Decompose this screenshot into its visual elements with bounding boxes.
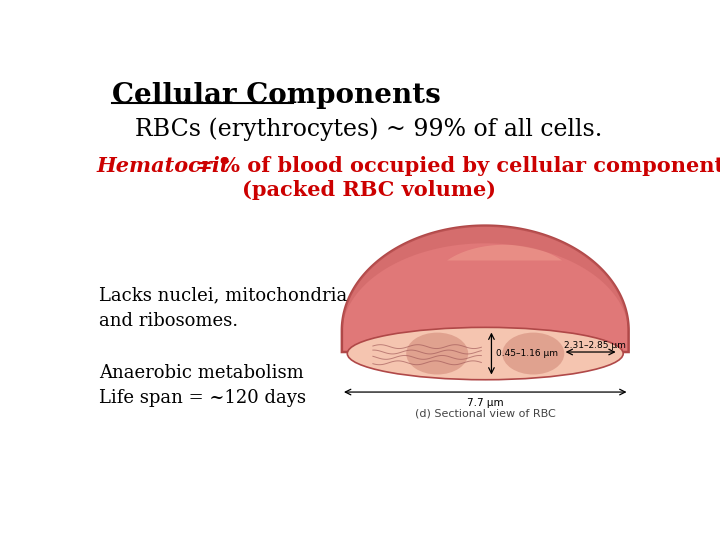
Text: 7.7 μm: 7.7 μm bbox=[467, 398, 503, 408]
Text: 0.45–1.16 μm: 0.45–1.16 μm bbox=[496, 349, 558, 358]
Polygon shape bbox=[447, 245, 562, 260]
Polygon shape bbox=[342, 226, 629, 352]
Text: Cellular Components: Cellular Components bbox=[112, 82, 441, 109]
Text: (packed RBC volume): (packed RBC volume) bbox=[242, 180, 496, 200]
Text: RBCs (erythrocytes) ~ 99% of all cells.: RBCs (erythrocytes) ~ 99% of all cells. bbox=[135, 117, 603, 141]
Ellipse shape bbox=[406, 333, 468, 375]
Polygon shape bbox=[342, 226, 629, 334]
Text: = % of blood occupied by cellular components.: = % of blood occupied by cellular compon… bbox=[188, 156, 720, 176]
Text: Anaerobic metabolism
Life span = ~120 days: Anaerobic metabolism Life span = ~120 da… bbox=[99, 363, 306, 407]
Text: Lacks nuclei, mitochondria
and ribosomes.: Lacks nuclei, mitochondria and ribosomes… bbox=[99, 287, 348, 329]
Ellipse shape bbox=[503, 333, 564, 375]
Text: (d) Sectional view of RBC: (d) Sectional view of RBC bbox=[415, 409, 556, 419]
Ellipse shape bbox=[347, 327, 624, 380]
Text: 2.31–2.85 μm: 2.31–2.85 μm bbox=[564, 341, 626, 349]
Text: Hematocrit: Hematocrit bbox=[96, 156, 230, 176]
